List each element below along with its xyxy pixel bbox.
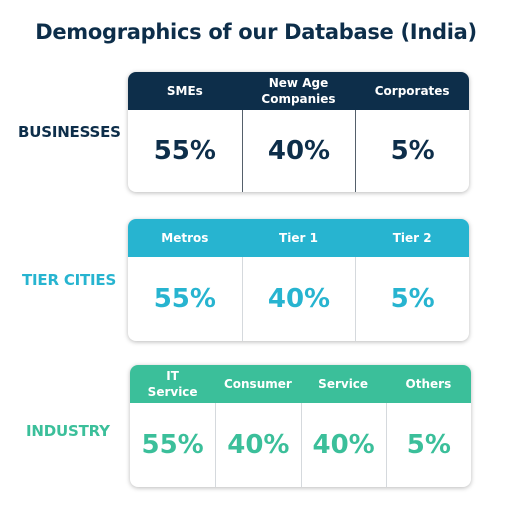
value-cell: 40% bbox=[241, 257, 356, 341]
title: Demographics of our Database (India) bbox=[35, 20, 477, 44]
section-label: BUSINESSES bbox=[18, 123, 121, 141]
section-label: TIER CITIES bbox=[22, 271, 117, 289]
column-header: Metros bbox=[161, 231, 209, 245]
value-cell: 40% bbox=[215, 403, 300, 487]
column-header: Service bbox=[318, 377, 369, 391]
column-header: Tier 2 bbox=[392, 231, 432, 245]
value-cell: 40% bbox=[300, 403, 386, 487]
section-label: INDUSTRY bbox=[26, 422, 110, 440]
value-cell: 5% bbox=[385, 403, 471, 487]
value-cell: 55% bbox=[153, 284, 216, 314]
column-header: Corporates bbox=[374, 84, 450, 98]
column-header: Tier 1 bbox=[279, 231, 318, 245]
card: SMEs New Age Companies Corporates 55% 40% 5% bbox=[128, 72, 469, 192]
column-header: New Age Companies bbox=[261, 76, 336, 106]
card-header: SMEs New Age Companies Corporates bbox=[128, 72, 469, 110]
column-header: Consumer bbox=[223, 377, 292, 391]
column-header: Others bbox=[405, 377, 452, 391]
value-cell: 5% bbox=[355, 257, 469, 341]
value-cell: 40% bbox=[241, 110, 356, 192]
card: Metros Tier 1 Tier 2 55% 40% 5% bbox=[128, 219, 469, 341]
column-header: SMEs bbox=[166, 84, 203, 98]
value-cell: 55% bbox=[141, 430, 204, 460]
card-header: IT Service Consumer Service Others bbox=[130, 365, 471, 403]
column-header: IT Service bbox=[147, 369, 198, 399]
value-cell: 55% bbox=[153, 136, 216, 166]
card-header: Metros Tier 1 Tier 2 bbox=[128, 219, 469, 257]
card: IT Service Consumer Service Others 55% 40% 40%… bbox=[130, 365, 471, 487]
value-cell: 5% bbox=[355, 110, 469, 192]
